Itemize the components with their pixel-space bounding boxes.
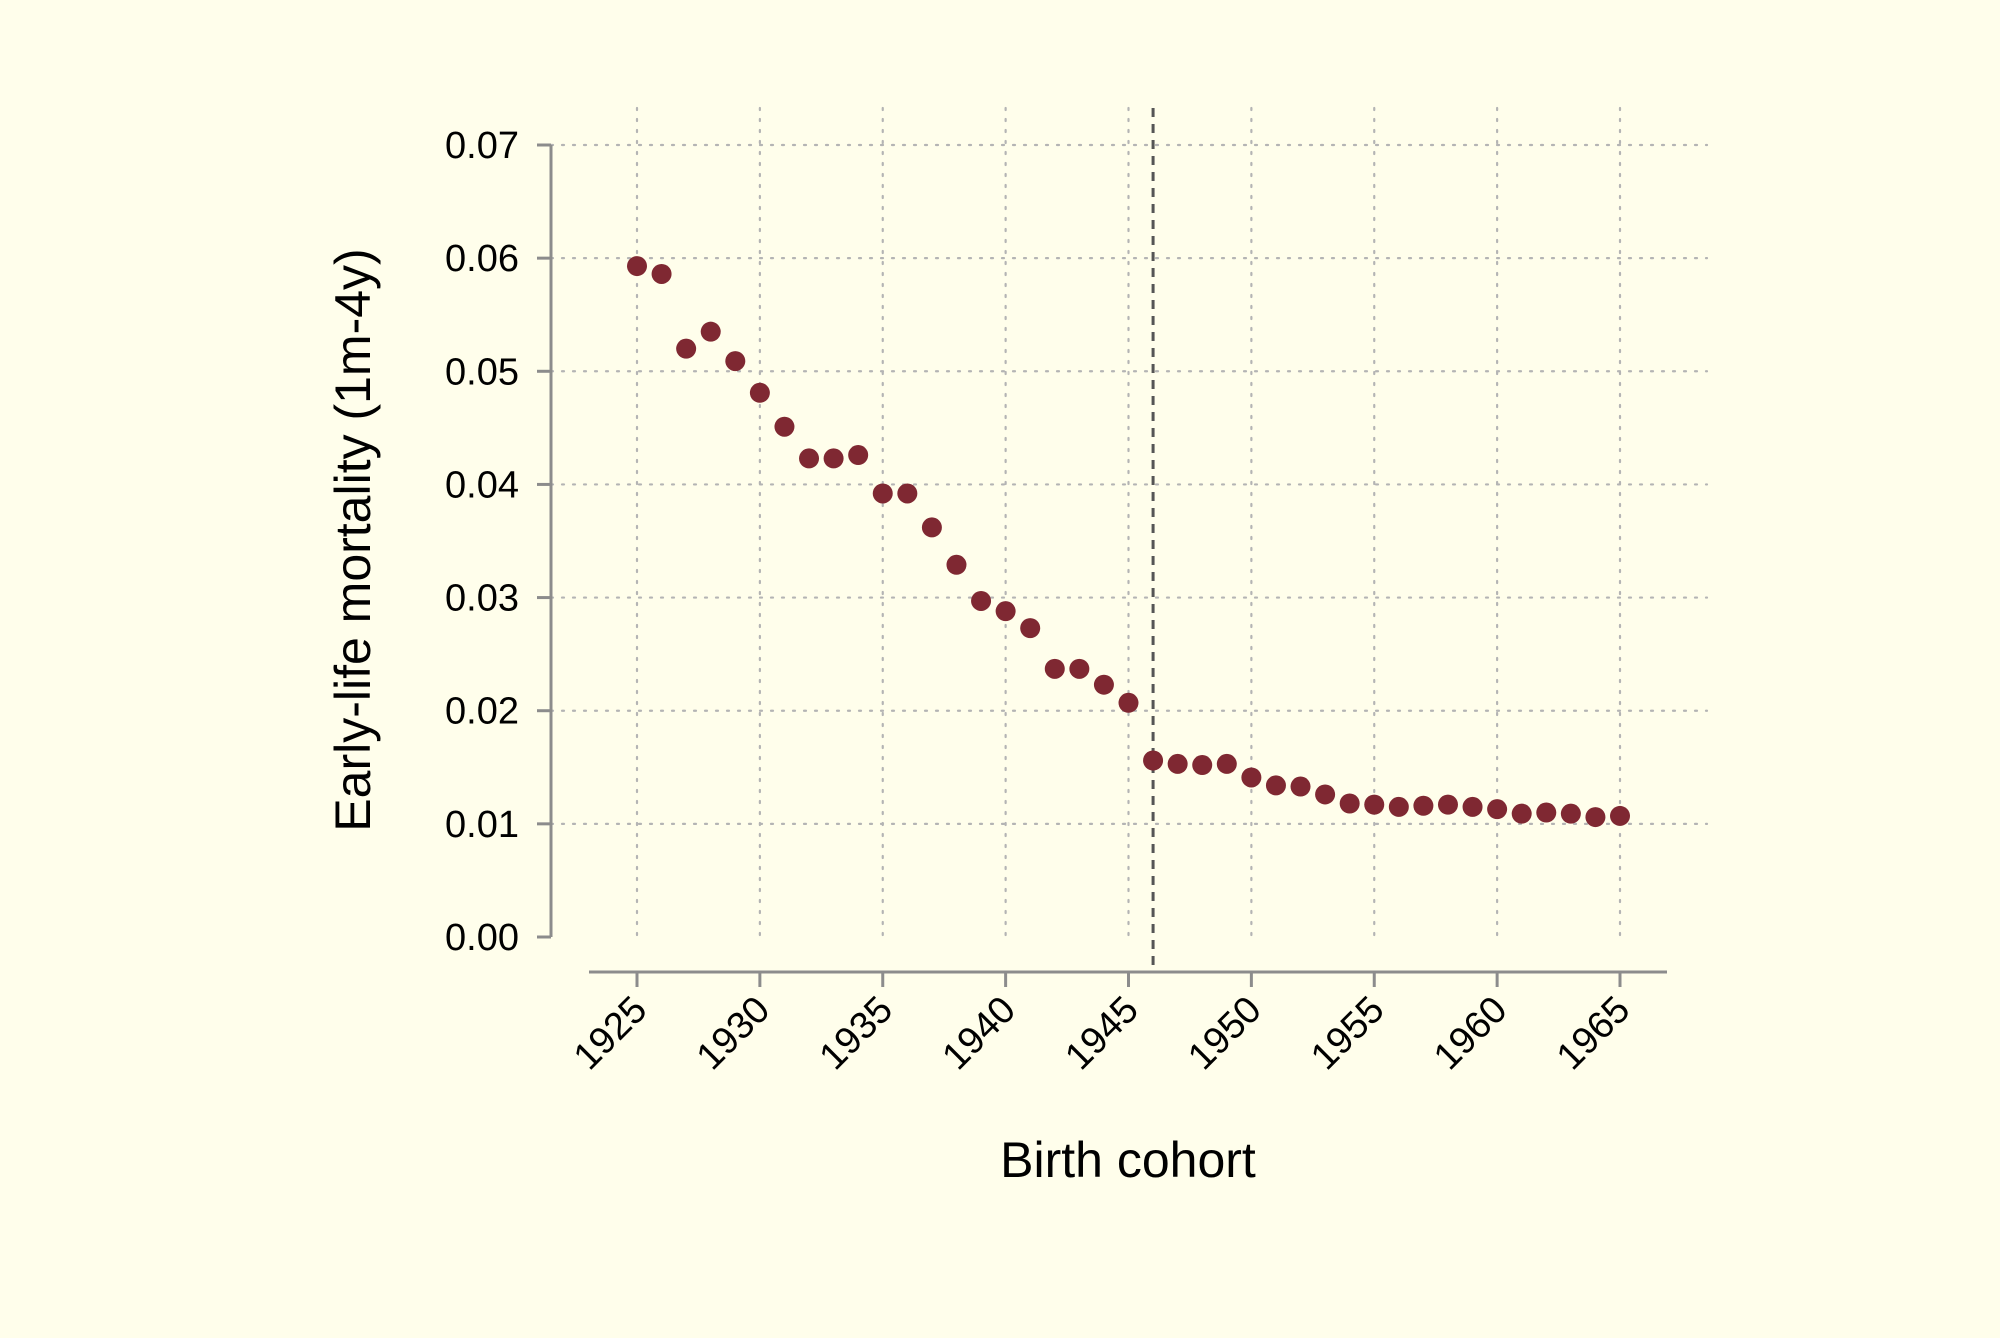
data-point-1926 — [651, 263, 672, 284]
data-point-1936 — [897, 483, 918, 504]
x-axis-title: Birth cohort — [1000, 1132, 1256, 1188]
data-point-1937 — [921, 517, 942, 538]
data-point-1946 — [1143, 750, 1164, 771]
data-point-1942 — [1044, 658, 1065, 679]
data-point-1943 — [1069, 658, 1090, 679]
y-tick-label-0: 0.00 — [445, 917, 519, 959]
y-tick-label-6: 0.06 — [445, 238, 519, 280]
data-point-1952 — [1290, 776, 1311, 797]
data-point-1964 — [1585, 807, 1606, 828]
data-point-1944 — [1093, 674, 1114, 695]
data-point-1957 — [1413, 795, 1434, 816]
data-point-1963 — [1560, 803, 1581, 824]
y-tick-label-2: 0.02 — [445, 691, 519, 733]
data-point-1931 — [774, 416, 795, 437]
data-point-1959 — [1462, 796, 1483, 817]
data-point-1929 — [725, 351, 746, 372]
data-point-1930 — [749, 382, 770, 403]
data-point-1961 — [1511, 803, 1532, 824]
data-point-1933 — [823, 448, 844, 469]
data-point-1941 — [1020, 618, 1041, 639]
y-axis-title: Early-life mortality (1m-4y) — [325, 248, 381, 831]
y-tick-label-4: 0.04 — [445, 464, 519, 506]
data-point-1962 — [1536, 802, 1557, 823]
data-point-1947 — [1167, 753, 1188, 774]
data-point-1934 — [848, 445, 869, 466]
data-point-1939 — [971, 590, 992, 611]
axes — [537, 143, 1667, 987]
data-point-1932 — [799, 448, 820, 469]
data-point-1950 — [1241, 767, 1262, 788]
data-point-1953 — [1315, 784, 1336, 805]
y-tick-label-7: 0.07 — [445, 125, 519, 167]
y-tick-label-1: 0.01 — [445, 804, 519, 846]
data-point-1956 — [1388, 796, 1409, 817]
data-point-1955 — [1364, 794, 1385, 815]
data-point-1954 — [1339, 793, 1360, 814]
data-point-1965 — [1610, 805, 1630, 826]
data-point-1928 — [700, 321, 721, 342]
data-point-1940 — [995, 601, 1016, 622]
y-tick-label-5: 0.05 — [445, 351, 519, 393]
data-point-1925 — [627, 256, 647, 277]
data-point-1958 — [1437, 794, 1458, 815]
data-point-1945 — [1118, 692, 1139, 713]
data-point-1927 — [676, 338, 697, 359]
y-tick-label-3: 0.03 — [445, 578, 519, 620]
data-point-1948 — [1192, 755, 1213, 776]
data-points — [627, 256, 1630, 828]
data-point-1938 — [946, 554, 967, 575]
data-point-1935 — [872, 483, 893, 504]
data-point-1949 — [1216, 753, 1237, 774]
data-point-1960 — [1487, 799, 1508, 820]
data-point-1951 — [1265, 775, 1286, 796]
